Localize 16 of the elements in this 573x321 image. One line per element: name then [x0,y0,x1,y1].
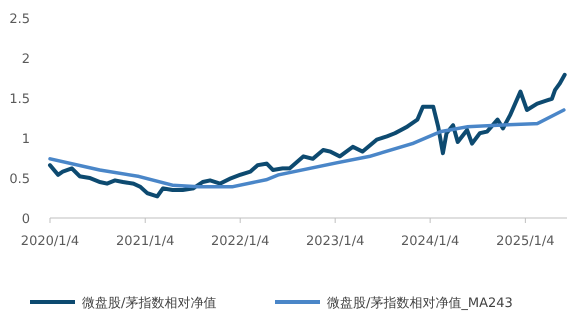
x-tick-label: 2023/1/4 [306,234,364,249]
y-tick-label: 1.5 [9,92,30,107]
x-tick-label: 2020/1/4 [20,234,80,249]
x-tick-label: 2022/1/4 [211,234,270,249]
y-tick-label: 2 [22,52,30,67]
x-tick-label: 2024/1/4 [400,234,460,249]
y-tick-label: 0.5 [9,172,30,187]
y-tick-label: 2.5 [9,12,30,27]
legend-label: 微盘股/茅指数相对净值_MA243 [327,296,513,311]
x-tick-label: 2021/1/4 [116,234,174,249]
line-series [48,108,566,189]
legend-label: 微盘股/茅指数相对净值 [82,296,216,311]
y-tick-label: 1 [22,132,30,147]
line-series [48,72,567,198]
x-tick-label: 2025/1/4 [496,234,555,249]
y-tick-label: 0 [22,212,30,227]
